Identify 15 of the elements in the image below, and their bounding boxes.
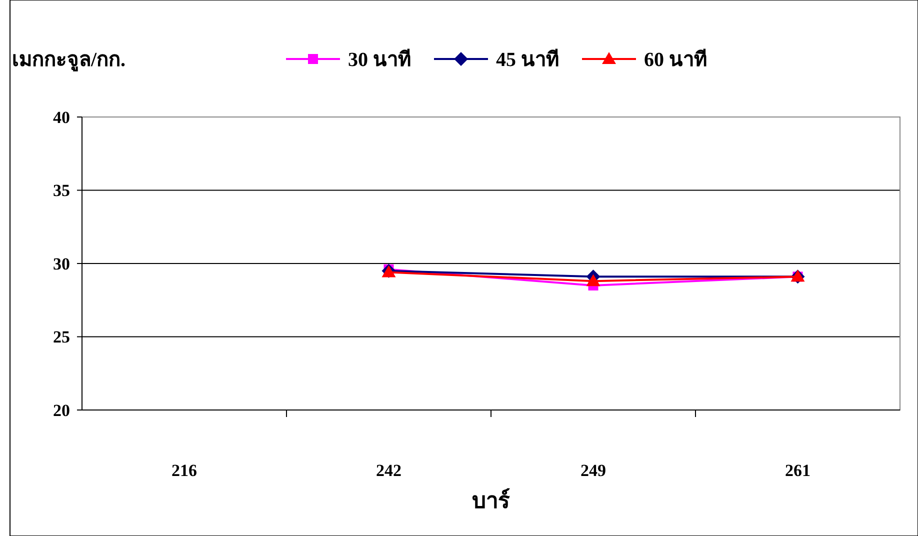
legend-label: 45 นาที [496,48,559,71]
x-tick-label: 261 [785,461,810,480]
legend-label: 60 นาที [644,48,707,71]
x-tick-label: 216 [172,461,197,480]
point [586,274,600,286]
y-tick-label: 25 [53,328,70,347]
x-tick-label: 249 [580,461,606,480]
x-tick-label: 242 [376,461,402,480]
y-tick-label: 30 [53,254,70,274]
legend-label: 30 นาที [348,48,411,71]
y-tick-label: 40 [53,108,70,127]
y-tick-label: 35 [53,181,70,200]
y-axis-title: เมกกะจูล/กก. [12,49,126,73]
y-tick-label: 20 [53,400,70,420]
x-axis-title: บาร์ [472,488,510,513]
